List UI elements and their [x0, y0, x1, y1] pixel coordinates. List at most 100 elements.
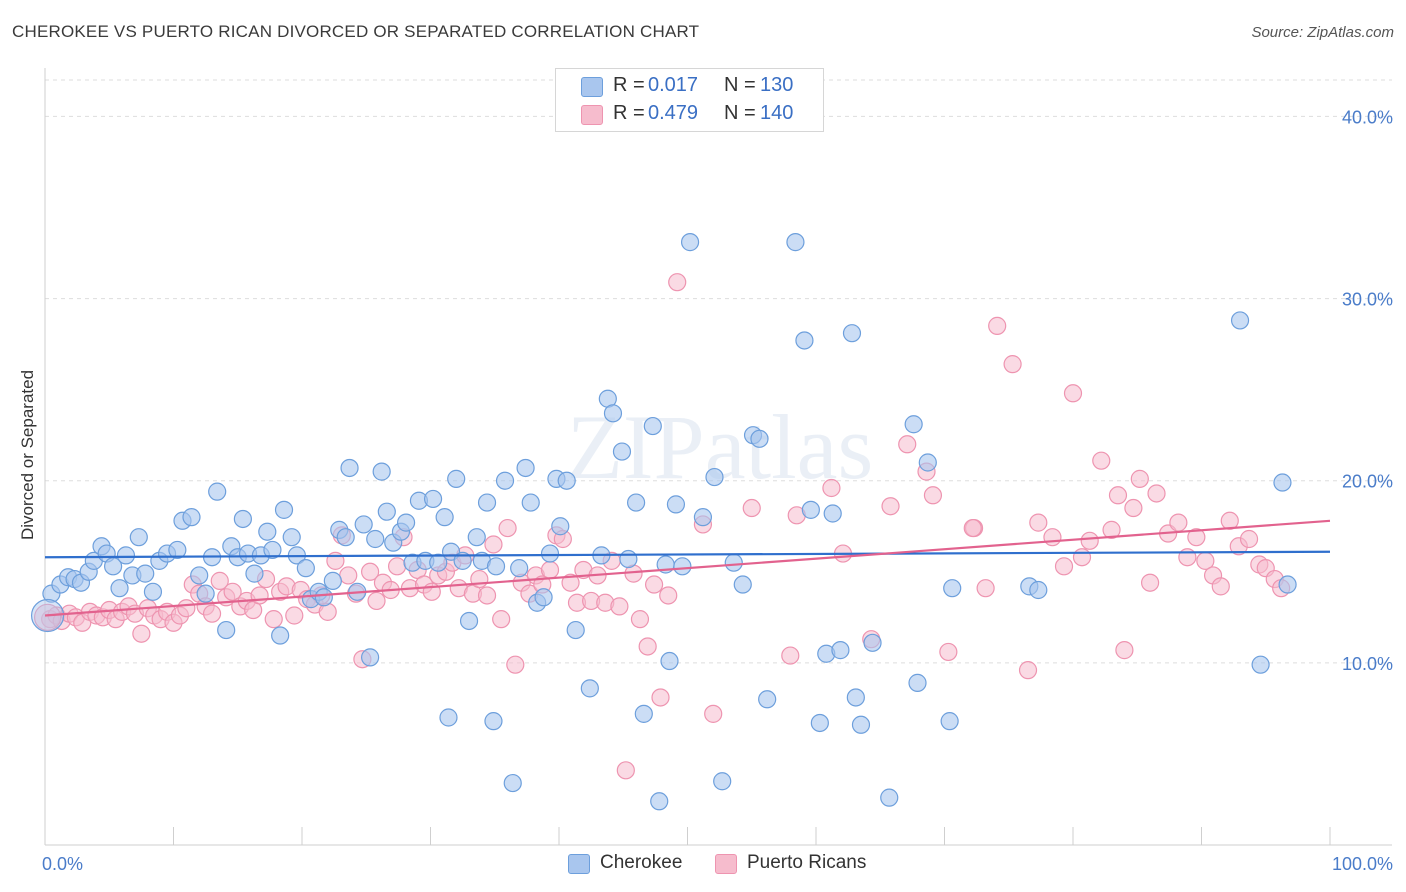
cherokee-point [750, 429, 769, 448]
cherokee-point [1251, 655, 1270, 674]
cherokee-point [423, 489, 443, 509]
cherokee-point [666, 495, 686, 514]
cherokee-point [447, 469, 466, 488]
cherokee-point [733, 575, 752, 594]
y-tick-label: 20.0% [1342, 472, 1393, 492]
cherokee-point [673, 557, 692, 576]
cherokee-point [810, 713, 829, 733]
cherokee-point [786, 233, 805, 252]
puerto-rican-point [616, 761, 635, 780]
cherokee-points [30, 233, 1297, 811]
cherokee-point [190, 566, 209, 585]
cherokee-point [943, 579, 962, 598]
puerto-rican-point [638, 637, 657, 656]
cherokee-point [336, 528, 355, 547]
cherokee-point [510, 559, 529, 578]
puerto-rican-point [1211, 577, 1230, 596]
cherokee-point [842, 324, 862, 343]
cherokee-point [831, 641, 850, 660]
cherokee-point [182, 508, 201, 527]
puerto-rican-point [250, 586, 269, 605]
n-value: 130 [760, 74, 794, 96]
puerto-rican-point [132, 624, 151, 643]
puerto-rican-point [1115, 641, 1134, 660]
puerto-rican-point [561, 573, 580, 592]
cherokee-point [217, 620, 236, 640]
puerto-rican-point [498, 518, 517, 538]
puerto-rican-point [177, 599, 196, 618]
puerto-rican-point [1187, 528, 1206, 547]
cherokee-point [136, 564, 155, 583]
cherokee-point [361, 648, 380, 667]
puerto-rican-point [1124, 498, 1143, 518]
cherokee-point [705, 467, 724, 487]
cherokee-point [851, 715, 871, 734]
puerto-rican-point [210, 571, 229, 590]
cherokee-point [660, 651, 679, 671]
puerto-rican-point [1003, 355, 1022, 374]
cherokee-point [396, 513, 416, 532]
y-tick-label: 40.0% [1342, 107, 1393, 127]
n-label: N = [724, 102, 756, 124]
puerto-rican-point [223, 582, 242, 601]
chart-title: CHEROKEE VS PUERTO RICAN DIVORCED OR SEP… [12, 22, 700, 41]
puerto-rican-point [1029, 513, 1048, 532]
puerto-rican-point [484, 535, 503, 554]
cherokee-point [634, 704, 653, 723]
n-label: N = [724, 74, 756, 96]
puerto-rican-point [264, 610, 283, 629]
cherokee-point [439, 708, 458, 727]
cherokee-point [486, 557, 506, 576]
cherokee-point [340, 458, 359, 478]
puerto-rican-point [939, 642, 958, 662]
correlation-legend: R = 0.017 N = 130 R = 0.479 N = 140 [555, 68, 824, 132]
r-value: 0.017 [648, 74, 699, 96]
cherokee-point [626, 493, 646, 512]
cherokee-point [323, 571, 342, 590]
cherokee-point [713, 772, 732, 791]
x-tick-label: 100.0% [1332, 854, 1393, 874]
cherokee-point [904, 415, 923, 434]
tick-labels: 10.0% 20.0% 30.0% 40.0% 0.0% 100.0% [42, 107, 1393, 874]
cherokee-point [377, 502, 396, 521]
puerto-rican-point [822, 478, 841, 498]
y-axis-label: Divorced or Separated [18, 370, 37, 540]
cherokee-point [580, 679, 599, 698]
cherokee-point [503, 773, 522, 793]
cherokee-point [354, 515, 373, 534]
puerto-rican-point [644, 575, 664, 594]
puerto-rican-point [1080, 531, 1099, 550]
puerto-rican-point [1130, 469, 1149, 488]
cherokee-legend-swatch [568, 854, 590, 874]
puerto-rican-point [651, 688, 670, 707]
puerto-rican-point [988, 316, 1007, 335]
puerto-rican-point [387, 557, 407, 576]
cherokee-point [296, 559, 315, 578]
puerto-rican-point [659, 586, 678, 605]
puerto-rican-point [898, 435, 917, 454]
cherokee-point [650, 792, 669, 811]
cherokee-point [459, 611, 479, 631]
cherokee-point [566, 620, 585, 640]
cherokee-point [612, 442, 632, 461]
cherokee-point [116, 546, 136, 565]
cherokee-point [484, 712, 503, 731]
puerto-rican-point [33, 603, 62, 631]
cherokee-point [314, 588, 333, 607]
cherokee-point [823, 504, 842, 523]
cherokee-point [196, 584, 215, 603]
puerto-rican-trend-line [44, 519, 1331, 617]
cherokee-point [603, 404, 623, 423]
cherokee-point [1278, 575, 1297, 594]
cherokee-point [540, 544, 560, 563]
cherokee-point [940, 712, 959, 731]
cherokee-point [110, 579, 129, 598]
cherokee-point [521, 493, 540, 512]
puerto-rican-point [1018, 661, 1038, 680]
n-value: 140 [760, 102, 794, 124]
cherokee-point [1230, 311, 1250, 330]
puerto-rican-point [477, 586, 497, 605]
axes [44, 68, 1392, 846]
cherokee-point [435, 508, 454, 527]
puerto-rican-point [1220, 511, 1239, 530]
